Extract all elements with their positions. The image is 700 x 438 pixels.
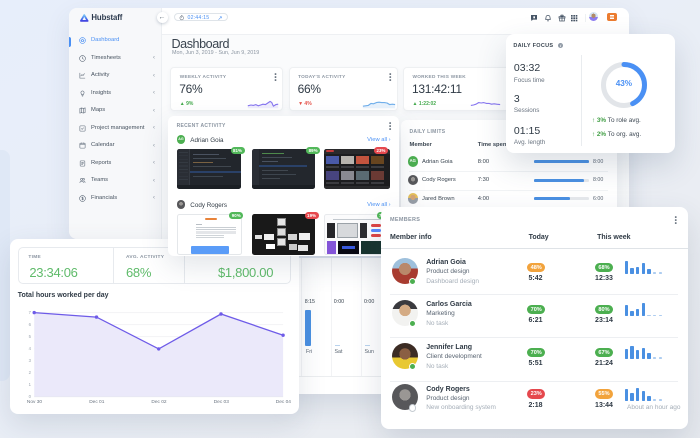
svg-text:5: 5 [29, 335, 32, 340]
svg-text:2: 2 [29, 371, 32, 376]
svg-text:6: 6 [29, 323, 32, 328]
svg-text:0: 0 [29, 395, 32, 400]
svg-text:7: 7 [29, 311, 32, 316]
svg-text:1: 1 [29, 383, 32, 388]
svg-text:3: 3 [29, 359, 32, 364]
svg-text:4: 4 [29, 347, 32, 352]
